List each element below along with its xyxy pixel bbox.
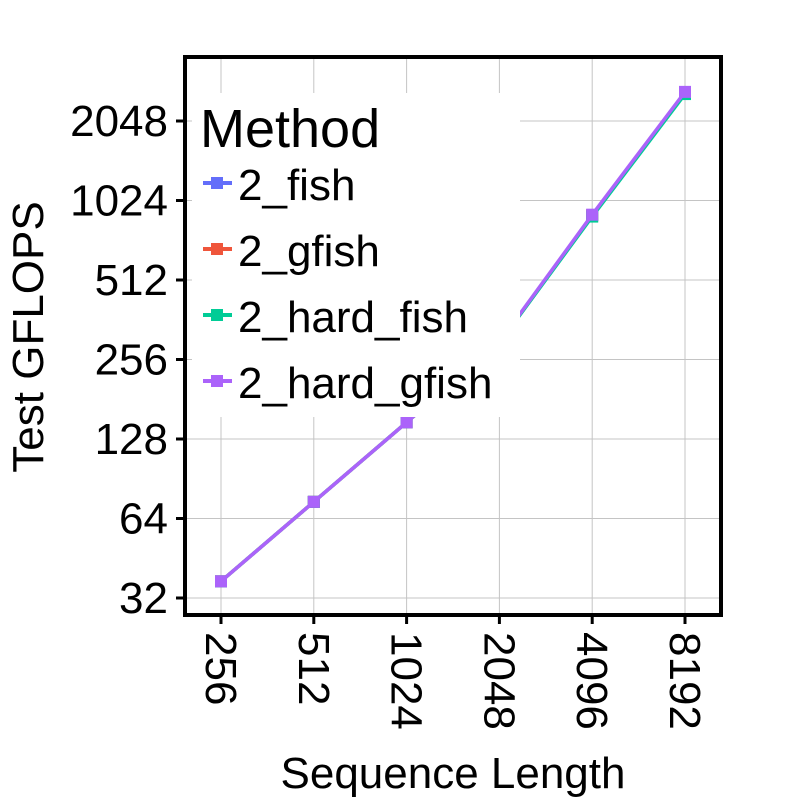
x-tick-label: 2048 [474,632,523,730]
y-tick-label: 64 [119,495,168,544]
y-tick-label: 128 [95,415,168,464]
y-tick-label: 2048 [70,97,168,146]
legend-label: 2_hard_fish [238,293,468,342]
legend-swatch-marker [211,309,223,321]
data-point-2_hard_gfish [400,416,413,429]
legend-swatch-marker [211,243,223,255]
plot-frame [183,55,723,617]
y-axis-ticks: 32 64 128 256 512 1024 2048 [70,97,185,623]
legend-label: 2_hard_gfish [238,359,492,408]
legend-swatch-marker [211,375,223,387]
legend-background [192,93,520,417]
data-point-2_hard_gfish [586,208,599,221]
y-tick-label: 1024 [70,177,168,226]
x-tick-label: 256 [196,632,245,705]
data-point-2_hard_gfish [679,85,691,98]
y-tick-label: 512 [95,256,168,305]
x-axis-ticks: 256 512 1024 2048 4096 8192 [196,615,709,730]
legend-swatch-marker [211,177,223,189]
x-tick-label: 512 [289,632,338,705]
y-tick-label: 32 [119,574,168,623]
x-tick-label: 1024 [382,632,431,730]
legend-label: 2_gfish [238,227,380,276]
legend-title: Method [200,99,380,159]
x-tick-label: 8192 [660,632,709,730]
x-axis-title: Sequence Length [281,749,626,798]
y-tick-label: 256 [95,336,168,385]
legend-label: 2_fish [238,161,355,210]
y-axis-title: Test GFLOPS [4,201,53,472]
data-point-2_hard_gfish [215,575,227,588]
data-point-2_hard_gfish [307,495,320,508]
x-tick-label: 4096 [567,632,616,730]
